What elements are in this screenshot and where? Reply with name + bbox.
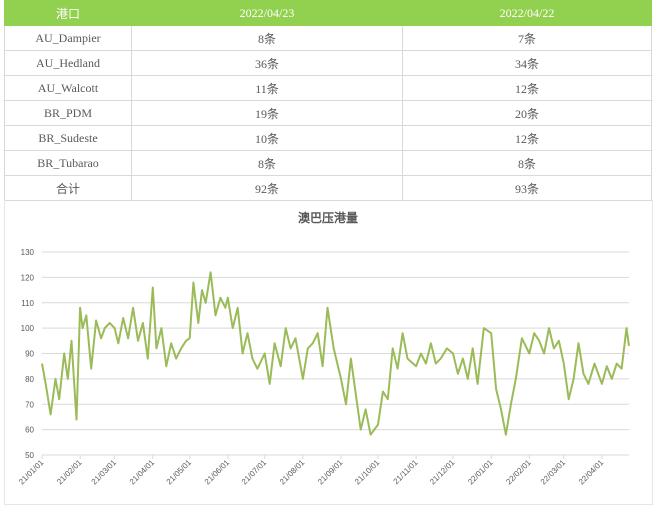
count-date-1: 10条 [131,125,403,151]
y-tick-label: 70 [25,400,34,409]
port-table: 港口 2022/04/23 2022/04/22 AU_Dampier 8条 7… [4,0,652,201]
x-tick-label: 21/11/01 [392,458,420,486]
count-date-1: 92条 [131,175,403,201]
port-name: BR_Tubarao [4,150,132,176]
table-row: AU_Hedland 36条 34条 [4,50,652,76]
count-date-2: 8条 [402,150,652,176]
y-tick-label: 90 [25,350,34,359]
count-date-2: 93条 [402,175,652,201]
count-date-2: 20条 [402,100,652,126]
x-axis-ticks: 21/01/01 21/02/01 21/03/01 21/04/01 21/05/01… [17,455,606,486]
chart-container: 澳巴压港量 50 60 70 80 90 100 110 120 130 21/01/01 21/… [4,200,653,505]
port-name: AU_Hedland [4,50,132,76]
table-row: AU_Dampier 8条 7条 [4,25,652,51]
y-tick-label: 50 [25,451,34,460]
y-axis-ticks: 50 60 70 80 90 100 110 120 130 [21,248,35,460]
count-date-2: 7条 [402,25,652,51]
table-header-row: 港口 2022/04/23 2022/04/22 [4,0,652,26]
port-name: 合计 [4,175,132,201]
table-row-total: 合计 92条 93条 [4,175,652,201]
x-tick-label: 21/07/01 [240,458,269,487]
series-layer [41,271,630,436]
x-tick-label: 21/08/01 [278,458,307,487]
count-date-1: 8条 [131,150,403,176]
y-tick-label: 130 [21,248,35,257]
count-date-1: 19条 [131,100,403,126]
x-tick-label: 21/02/01 [55,458,84,487]
count-date-1: 36条 [131,50,403,76]
count-date-1: 8条 [131,25,403,51]
count-date-1: 11条 [131,75,403,101]
x-tick-label: 21/06/01 [203,458,232,487]
x-tick-label: 22/02/01 [504,458,533,487]
count-date-2: 12条 [402,125,652,151]
port-name: BR_PDM [4,100,132,126]
header-date-2: 2022/04/22 [402,0,652,26]
x-tick-label: 21/12/01 [428,458,457,487]
x-tick-label: 22/04/01 [577,458,606,487]
y-tick-label: 120 [21,273,35,282]
y-tick-label: 60 [25,426,34,435]
x-tick-label: 21/10/01 [353,458,382,487]
y-tick-label: 80 [25,375,34,384]
x-tick-label: 21/01/01 [17,458,46,487]
chart-title: 澳巴压港量 [298,210,358,225]
port-name: AU_Walcott [4,75,132,101]
x-tick-label: 21/03/01 [90,458,119,487]
port-name: AU_Dampier [4,25,132,51]
port-name: BR_Sudeste [4,125,132,151]
header-port: 港口 [4,0,132,26]
header-date-1: 2022/04/23 [131,0,403,26]
count-date-2: 12条 [402,75,652,101]
count-date-2: 34条 [402,50,652,76]
table-row: BR_Sudeste 10条 12条 [4,125,652,151]
x-tick-label: 21/05/01 [165,458,194,487]
table-row: BR_Tubarao 8条 8条 [4,150,652,176]
y-tick-label: 110 [21,299,34,308]
series-line [41,271,630,436]
y-tick-label: 100 [21,324,35,333]
table-row: AU_Walcott 11条 12条 [4,75,652,101]
x-tick-label: 22/01/01 [466,458,495,487]
table-row: BR_PDM 19条 20条 [4,100,652,126]
x-tick-label: 22/03/01 [539,458,568,487]
x-tick-label: 21/04/01 [128,458,157,487]
x-tick-label: 21/09/01 [316,458,345,487]
